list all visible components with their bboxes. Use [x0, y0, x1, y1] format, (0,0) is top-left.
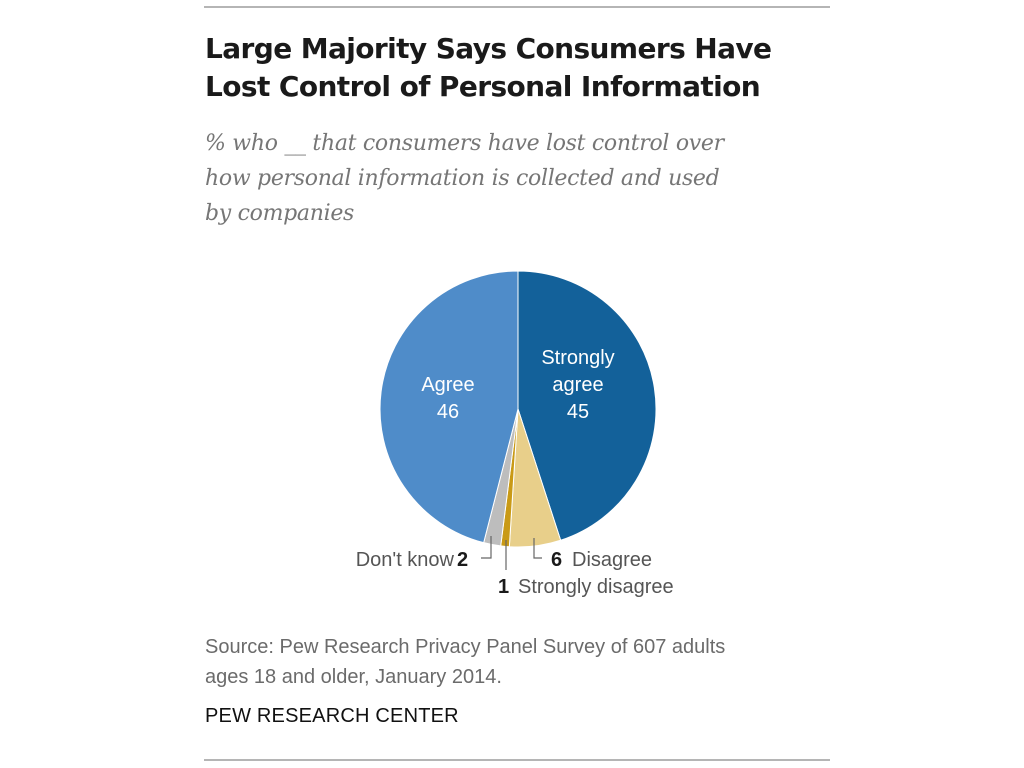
- dont-know-label: Don't know: [356, 549, 455, 571]
- source-line-1: Source: Pew Research Privacy Panel Surve…: [205, 636, 726, 658]
- disagree-leader-line: [533, 538, 542, 559]
- agree-value: 46: [437, 401, 459, 423]
- strongly-agree-value: 45: [567, 401, 589, 423]
- subtitle-line-2: how personal information is collected an…: [205, 166, 720, 191]
- strongly-agree-label-line-1: Strongly: [541, 347, 614, 369]
- subtitle-line-1: % who __ that consumers have lost contro…: [205, 131, 724, 156]
- chart-title: Large Majority Says Consumers Have Lost …: [205, 30, 845, 106]
- pie-slice-strongly-agree: [517, 270, 657, 541]
- top-rule: [204, 6, 830, 8]
- pie-slices: [379, 270, 657, 548]
- title-line-1: Large Majority Says Consumers Have: [205, 32, 772, 65]
- chart-subtitle: % who __ that consumers have lost contro…: [205, 126, 835, 231]
- organization-credit: PEW RESEARCH CENTER: [205, 705, 459, 727]
- source-note: Source: Pew Research Privacy Panel Surve…: [205, 632, 845, 692]
- dont-know-leader-line: [481, 536, 492, 559]
- source-line-2: ages 18 and older, January 2014.: [205, 666, 502, 688]
- pie-slice-agree: [379, 270, 519, 544]
- dont-know-value: 2: [457, 549, 468, 571]
- strongly-disagree-value: 1: [498, 576, 509, 598]
- agree-label: Agree: [421, 374, 474, 396]
- strongly-disagree-label: Strongly disagree: [518, 576, 674, 598]
- bottom-rule: [204, 759, 830, 761]
- disagree-value: 6: [551, 549, 562, 571]
- strongly-agree-label-line-2: agree: [552, 374, 603, 396]
- title-line-2: Lost Control of Personal Information: [205, 70, 761, 103]
- disagree-label: Disagree: [572, 549, 652, 571]
- subtitle-line-3: by companies: [205, 201, 355, 226]
